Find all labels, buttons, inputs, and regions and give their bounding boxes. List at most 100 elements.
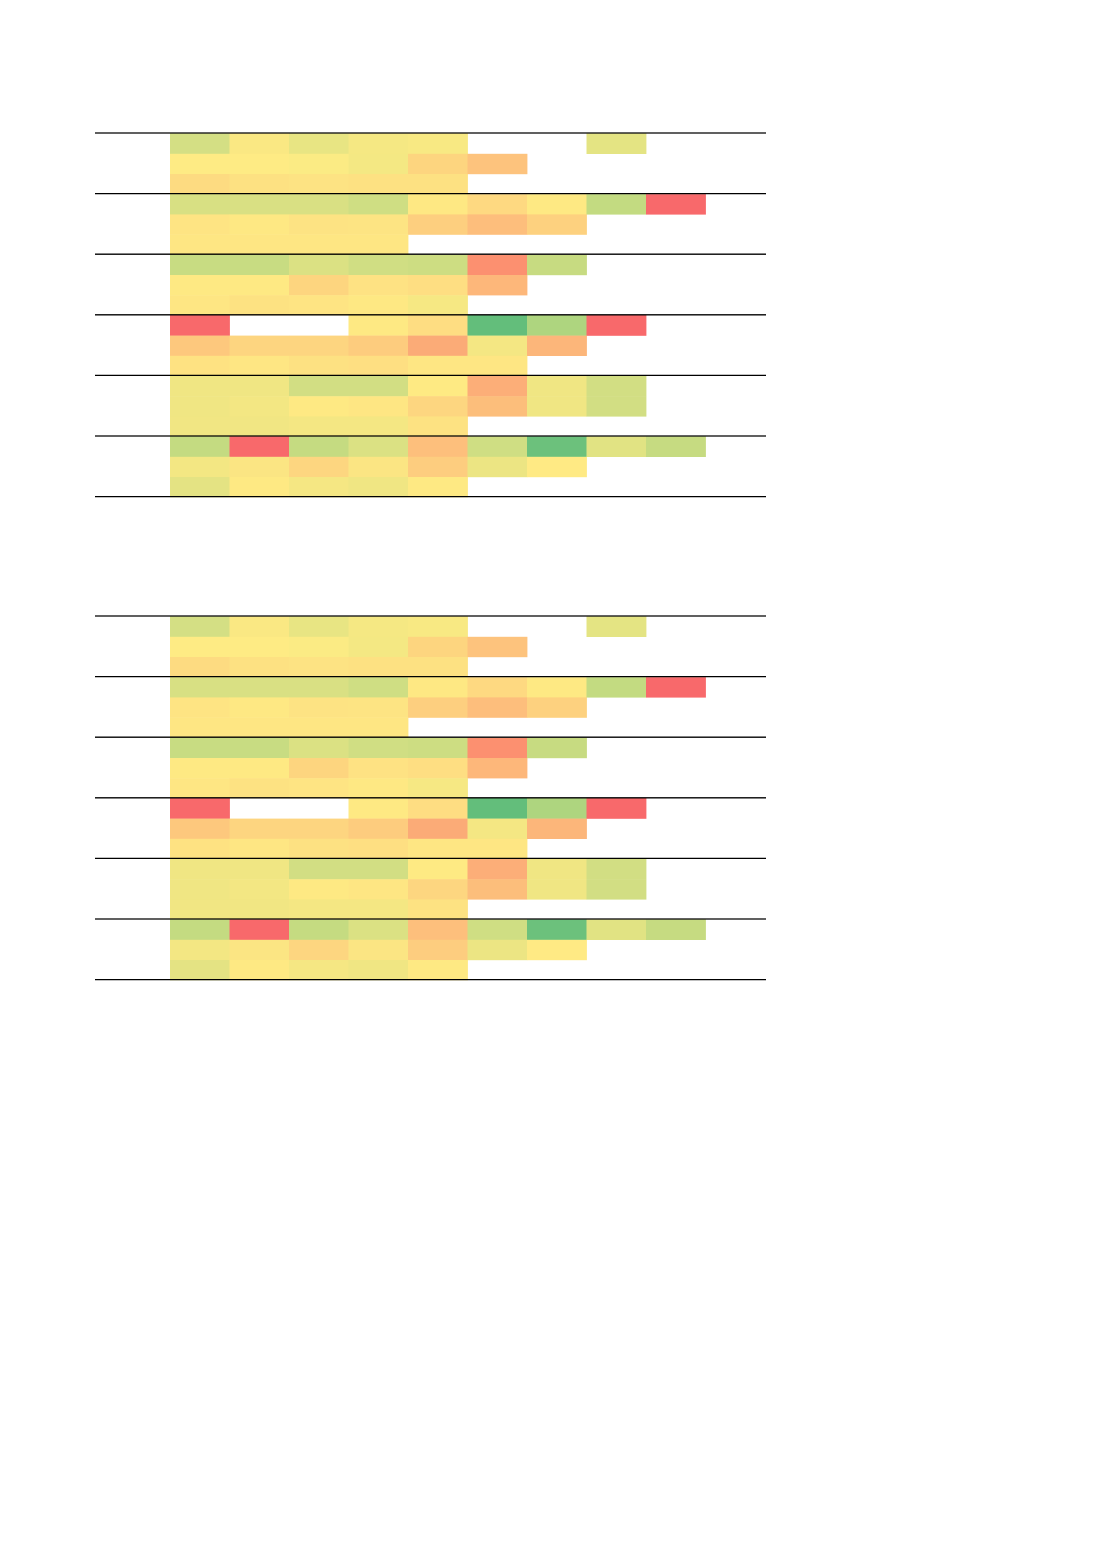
heatmap-cell [289, 153, 349, 175]
heatmap-cell [170, 657, 230, 678]
heatmap-cell [527, 396, 587, 417]
heatmap-cell [348, 477, 409, 498]
heatmap-cell [170, 133, 230, 154]
heatmap-cell [527, 214, 587, 235]
heatmap-cell [289, 133, 349, 154]
heatmap-cell [289, 335, 349, 356]
heatmap-cell [348, 960, 409, 981]
heatmap-cell [467, 636, 528, 658]
heatmap-cell [408, 174, 468, 195]
heatmap-cell [467, 758, 528, 779]
heatmap-cell [170, 436, 230, 457]
heatmap-cell [408, 636, 468, 658]
heatmap-cell [229, 717, 290, 738]
heatmap-cell [467, 355, 528, 377]
heatmap-cell [348, 315, 409, 336]
heatmap-cell [289, 436, 349, 457]
heatmap-cell [170, 456, 230, 478]
heatmap-cell [229, 616, 290, 637]
heatmap-cell [467, 737, 528, 759]
heatmap-cell [170, 636, 230, 658]
heatmap-cell [229, 194, 290, 215]
heatmap-cell [170, 416, 230, 437]
heatmap-cell [229, 859, 290, 880]
heatmap-cell [289, 899, 349, 920]
heatmap-cell [408, 798, 468, 819]
heatmap-cell [586, 919, 647, 940]
heatmap-cell [348, 737, 409, 759]
heatmap-cell [408, 194, 468, 215]
heatmap-cell [348, 616, 409, 637]
heatmap-cell [408, 899, 468, 920]
heatmap-cell [348, 174, 409, 195]
heatmap-cell [527, 818, 587, 839]
heatmap-cell [527, 315, 587, 336]
heatmap-cell [348, 717, 409, 738]
heatmap-cell [229, 153, 290, 175]
heatmap-cell [467, 335, 528, 356]
heatmap-table-2 [95, 615, 766, 981]
heatmap-cell [229, 778, 290, 799]
heatmap-cell [170, 778, 230, 799]
heatmap-cell [467, 677, 528, 698]
heatmap-cell [289, 174, 349, 195]
heatmap-cell [229, 919, 290, 940]
heatmap-cell [348, 234, 409, 255]
heatmap-cell [527, 677, 587, 698]
heatmap-cell [170, 798, 230, 819]
heatmap-cell [467, 798, 528, 819]
heatmap-cell [408, 657, 468, 678]
heatmap-cell [289, 758, 349, 779]
heatmap-cell [170, 838, 230, 860]
heatmap-cell [170, 717, 230, 738]
heatmap-cell [348, 838, 409, 860]
heatmap-cell [408, 616, 468, 637]
heatmap-cell [527, 254, 587, 276]
heatmap-cell [527, 859, 587, 880]
heatmap-cell [467, 879, 528, 900]
heatmap-cell [289, 778, 349, 799]
heatmap-cell [348, 396, 409, 417]
heatmap-cell [527, 456, 587, 478]
heatmap-cell [348, 879, 409, 900]
heatmap-cell [527, 919, 587, 940]
heatmap-cell [170, 335, 230, 356]
heatmap-cell [408, 919, 468, 940]
heatmap-cell [348, 456, 409, 478]
heatmap-cell [408, 214, 468, 235]
heatmap-cell [646, 194, 706, 215]
heatmap-cell [289, 234, 349, 255]
heatmap-cell [229, 275, 290, 296]
heatmap-cell [170, 758, 230, 779]
heatmap-cell [229, 456, 290, 478]
heatmap-cell [289, 295, 349, 316]
heatmap-cell [348, 194, 409, 215]
heatmap-cell [586, 879, 647, 900]
heatmap-cell [170, 677, 230, 698]
heatmap-cell [289, 416, 349, 437]
heatmap-cell [229, 214, 290, 235]
heatmap-cell [289, 477, 349, 498]
heatmap-cell [408, 838, 468, 860]
heatmap-cell [408, 477, 468, 498]
heatmap-cell [527, 335, 587, 356]
heatmap-cell [646, 436, 706, 457]
heatmap-cell [170, 214, 230, 235]
heatmap-cell [170, 254, 230, 276]
heatmap-cell [170, 376, 230, 397]
heatmap-cell [289, 616, 349, 637]
heatmap-cell [348, 436, 409, 457]
heatmap-cell [408, 153, 468, 175]
heatmap-cell [348, 295, 409, 316]
heatmap-cell [467, 214, 528, 235]
heatmap-cell [229, 636, 290, 658]
heatmap-cell [289, 636, 349, 658]
heatmap-cell [348, 939, 409, 961]
heatmap-cell [229, 355, 290, 377]
heatmap-cell [229, 758, 290, 779]
heatmap-cell [586, 616, 647, 637]
heatmap-cell [527, 737, 587, 759]
heatmap-cell [467, 153, 528, 175]
heatmap-cell [170, 960, 230, 981]
